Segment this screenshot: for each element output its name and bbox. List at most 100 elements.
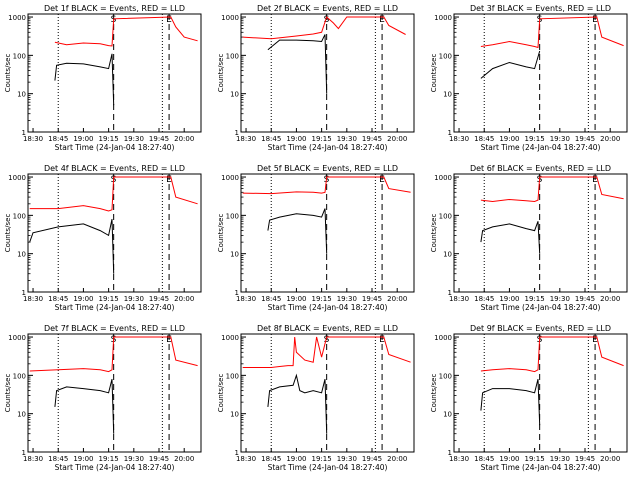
- x-tick-label: 19:45: [149, 135, 169, 143]
- y-axis-label: Counts/sec: [217, 54, 225, 93]
- x-tick-label: 19:45: [362, 455, 382, 463]
- series-line-lld: [480, 176, 624, 203]
- y-tick-label: 1000: [8, 14, 26, 22]
- y-tick-label: 10: [443, 91, 452, 99]
- x-tick-label: 18:45: [474, 135, 494, 143]
- plot-frame: [240, 333, 415, 453]
- x-tick-label: 18:45: [474, 455, 494, 463]
- x-axis-label: Start Time (24-Jan-04 18:27:40): [481, 303, 601, 312]
- plot-frame: [240, 173, 415, 293]
- x-tick-label: 18:45: [48, 135, 68, 143]
- panel-title: Det 9f BLACK = Events, RED = LLD: [470, 324, 611, 333]
- series-line-lld: [29, 176, 198, 212]
- x-tick-label: 20:00: [174, 135, 194, 143]
- y-tick-label: 100: [439, 52, 452, 60]
- x-tick-label: 18:30: [23, 455, 43, 463]
- x-tick-label: 19:45: [362, 295, 382, 303]
- y-tick-label: 1000: [8, 174, 26, 182]
- marker-label: E: [379, 175, 385, 185]
- y-tick-label: 1: [235, 289, 239, 297]
- y-tick-label: 10: [17, 251, 26, 259]
- y-tick-label: 10: [17, 91, 26, 99]
- series-line-lld: [242, 176, 411, 195]
- y-axis-label: Counts/sec: [4, 374, 12, 413]
- y-tick-label: 100: [439, 212, 452, 220]
- x-tick-label: 19:45: [575, 455, 595, 463]
- y-axis-label: Counts/sec: [430, 214, 438, 253]
- x-tick-label: 19:00: [73, 295, 93, 303]
- detector-panel-5: Det 5f BLACK = Events, RED = LLD 1 10 100 10…: [217, 164, 415, 312]
- series-line-lld: [242, 336, 411, 368]
- detector-panel-6: Det 6f BLACK = Events, RED = LLD 1 10 100 10…: [430, 164, 628, 312]
- y-axis-label: Counts/sec: [430, 374, 438, 413]
- marker-label: S: [324, 15, 330, 25]
- plot-frame: [453, 13, 628, 133]
- series-line-events: [54, 378, 115, 434]
- x-tick-label: 19:30: [550, 295, 570, 303]
- y-tick-label: 1000: [221, 14, 239, 22]
- marker-label: E: [166, 175, 172, 185]
- y-axis-label: Counts/sec: [430, 54, 438, 93]
- marker-label: E: [379, 335, 385, 345]
- x-tick-label: 19:30: [124, 455, 144, 463]
- x-tick-label: 19:00: [286, 295, 306, 303]
- x-tick-label: 19:30: [124, 295, 144, 303]
- x-axis-label: Start Time (24-Jan-04 18:27:40): [481, 143, 601, 152]
- x-tick-label: 19:45: [575, 135, 595, 143]
- x-tick-label: 18:30: [23, 295, 43, 303]
- series-line-events: [267, 34, 328, 94]
- y-tick-label: 100: [226, 372, 239, 380]
- y-tick-label: 10: [443, 411, 452, 419]
- y-tick-label: 10: [443, 251, 452, 259]
- marker-label: E: [166, 15, 172, 25]
- x-tick-label: 19:15: [525, 135, 545, 143]
- y-axis-label: Counts/sec: [217, 214, 225, 253]
- x-tick-label: 18:45: [261, 135, 281, 143]
- x-tick-label: 19:15: [312, 135, 332, 143]
- y-tick-label: 1: [448, 129, 452, 137]
- marker-label: S: [324, 335, 330, 345]
- x-tick-label: 19:30: [337, 295, 357, 303]
- x-axis-label: Start Time (24-Jan-04 18:27:40): [268, 303, 388, 312]
- series-line-events: [480, 221, 541, 254]
- y-tick-label: 1: [448, 449, 452, 457]
- x-axis-label: Start Time (24-Jan-04 18:27:40): [55, 463, 175, 472]
- x-tick-label: 20:00: [600, 455, 620, 463]
- y-tick-label: 1000: [434, 174, 452, 182]
- panel-title: Det 6f BLACK = Events, RED = LLD: [470, 164, 611, 173]
- x-tick-label: 19:45: [149, 455, 169, 463]
- x-tick-label: 19:00: [73, 455, 93, 463]
- x-axis-label: Start Time (24-Jan-04 18:27:40): [268, 463, 388, 472]
- detector-panel-8: Det 8f BLACK = Events, RED = LLD 1 10 100 10…: [217, 324, 415, 472]
- x-tick-label: 19:00: [499, 295, 519, 303]
- x-tick-label: 20:00: [600, 135, 620, 143]
- x-tick-label: 19:15: [525, 455, 545, 463]
- x-tick-label: 18:45: [48, 295, 68, 303]
- x-tick-label: 19:15: [312, 295, 332, 303]
- y-tick-label: 1000: [221, 334, 239, 342]
- series-line-events: [54, 53, 115, 106]
- x-tick-label: 19:15: [99, 295, 119, 303]
- x-tick-label: 19:15: [99, 455, 119, 463]
- x-tick-label: 19:30: [337, 135, 357, 143]
- y-tick-label: 100: [226, 212, 239, 220]
- x-tick-label: 19:15: [525, 295, 545, 303]
- y-tick-label: 10: [230, 411, 239, 419]
- plot-frame: [240, 13, 415, 133]
- x-tick-label: 19:15: [99, 135, 119, 143]
- y-tick-label: 1: [22, 289, 26, 297]
- x-tick-label: 19:15: [312, 455, 332, 463]
- x-tick-label: 18:30: [449, 135, 469, 143]
- y-tick-label: 100: [439, 372, 452, 380]
- y-tick-label: 100: [226, 52, 239, 60]
- y-tick-label: 100: [13, 212, 26, 220]
- detector-panel-4: Det 4f BLACK = Events, RED = LLD 1 10 100 10…: [4, 164, 202, 312]
- y-tick-label: 1000: [434, 14, 452, 22]
- x-tick-label: 18:45: [48, 455, 68, 463]
- series-line-events: [480, 378, 541, 426]
- panel-title: Det 7f BLACK = Events, RED = LLD: [44, 324, 185, 333]
- y-tick-label: 100: [13, 52, 26, 60]
- x-tick-label: 20:00: [174, 295, 194, 303]
- marker-label: E: [592, 335, 598, 345]
